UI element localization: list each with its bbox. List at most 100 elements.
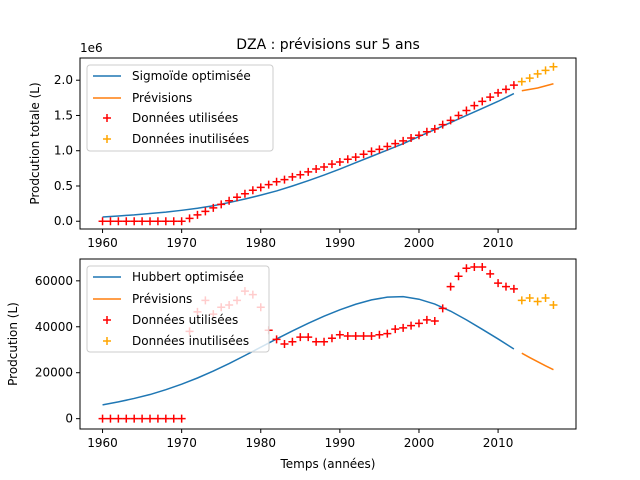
bottom-data-point (304, 333, 313, 342)
top-series-line-1 (521, 83, 554, 92)
top-y-tick-label: 2.0 (54, 73, 73, 87)
top-data-point (454, 111, 463, 120)
bottom-series-line-1 (521, 352, 554, 371)
top-data-point (122, 217, 131, 226)
bottom-y-axis-label: Prodcution (L) (6, 302, 20, 386)
top-data-point (264, 180, 273, 189)
top-data-point (525, 74, 534, 83)
top-legend: Sigmoïde optimisée Prévisions Données ut… (86, 64, 274, 152)
top-data-point (240, 189, 249, 198)
top-y-tick-label: 0.5 (54, 179, 73, 193)
bottom-legend: Hubbert optimisée Prévisions Données uti… (86, 265, 270, 353)
bottom-axes-frame (79, 258, 577, 430)
bottom-data-point (414, 319, 423, 328)
bottom-data-point (446, 282, 455, 291)
top-data-point (130, 217, 139, 226)
top-data-point (478, 97, 487, 106)
bottom-x-tick-label: 1960 (87, 436, 118, 450)
top-y-tick-label: 0.0 (54, 214, 73, 228)
top-data-point (296, 170, 305, 179)
bottom-ticks: 1960 1970 1980 1990 2000 2010 0 20000 40000 60000 (35, 274, 514, 450)
top-x-tick-label: 1990 (325, 236, 356, 250)
bottom-data-point (177, 414, 186, 423)
top-data-point (201, 207, 210, 216)
bottom-data-point (320, 337, 329, 346)
top-data-point (280, 175, 289, 184)
top-data-point (248, 186, 257, 195)
bottom-data-point (138, 414, 147, 423)
top-data-point (438, 120, 447, 129)
bottom-data-point (114, 414, 123, 423)
top-data-point (399, 136, 408, 145)
top-data-point (185, 214, 194, 223)
bottom-data-point (146, 414, 155, 423)
top-axes-frame (79, 57, 577, 230)
top-data-point (312, 165, 321, 174)
bottom-y-tick-label: 0 (65, 412, 73, 426)
top-data-point (430, 124, 439, 133)
top-data-point (375, 145, 384, 154)
bottom-legend-box (86, 265, 270, 353)
top-plot-area (98, 62, 558, 226)
bottom-data-point (335, 330, 344, 339)
bottom-y-tick-label: 20000 (35, 366, 73, 380)
top-x-tick-label: 1960 (87, 236, 118, 250)
top-data-point (541, 66, 550, 75)
bottom-legend-unused-label: Données inutilisées (132, 334, 249, 348)
bottom-data-point (106, 414, 115, 423)
x-axis-label: Temps (années) (280, 457, 376, 471)
bottom-data-point (478, 263, 487, 272)
bottom-x-tick-label: 1990 (325, 436, 356, 450)
top-data-point (177, 217, 186, 226)
top-y-tick-label: 1.5 (54, 108, 73, 122)
top-legend-unused-label: Données inutilisées (132, 132, 249, 146)
bottom-data-point (462, 264, 471, 273)
bottom-data-point (359, 331, 368, 340)
bottom-data-point (161, 414, 170, 423)
top-y-axis-label: Prodcution totale (L) (28, 82, 42, 204)
top-data-point (446, 116, 455, 125)
bottom-y-tick-label: 40000 (35, 320, 73, 334)
bottom-data-point (272, 335, 281, 344)
bottom-data-point (383, 329, 392, 338)
bottom-data-point (169, 414, 178, 423)
bottom-data-point (343, 331, 352, 340)
top-data-point (193, 210, 202, 219)
bottom-data-point (98, 414, 107, 423)
top-data-point (359, 150, 368, 159)
bottom-data-point (438, 304, 447, 313)
top-legend-unused-marker (103, 135, 111, 143)
bottom-x-tick-label: 2010 (483, 436, 514, 450)
top-ticks: 1960 1970 1980 1990 2000 2010 0.0 0.5 1.0 1.5 2.0 (54, 73, 513, 250)
top-data-point (161, 217, 170, 226)
bottom-data-point (367, 331, 376, 340)
top-data-point (407, 134, 416, 143)
top-data-point (351, 153, 360, 162)
bottom-data-point (312, 337, 321, 346)
top-data-point (533, 69, 542, 78)
bottom-data-point (351, 331, 360, 340)
bottom-x-tick-label: 1980 (245, 436, 276, 450)
top-legend-used-label: Données utilisées (132, 111, 238, 125)
bottom-data-point (153, 414, 162, 423)
bottom-data-point (399, 323, 408, 332)
bottom-data-point (375, 330, 384, 339)
top-data-point (494, 88, 503, 97)
top-data-point (138, 217, 147, 226)
bottom-data-point (327, 334, 336, 343)
top-y-tick-label: 1.0 (54, 144, 73, 158)
top-data-point (153, 217, 162, 226)
top-data-point (367, 147, 376, 156)
top-data-point (106, 217, 115, 226)
top-data-point (233, 193, 242, 202)
top-data-point (217, 200, 226, 209)
top-legend-fit-label: Sigmoïde optimisée (132, 69, 251, 83)
top-x-tick-label: 1970 (166, 236, 197, 250)
top-data-point (501, 85, 510, 94)
bottom-data-point (494, 279, 503, 288)
bottom-data-point (280, 340, 289, 348)
bottom-data-point (422, 315, 431, 324)
bottom-data-point (122, 414, 131, 423)
bottom-data-point (430, 317, 439, 326)
top-x-tick-label: 1980 (245, 236, 276, 250)
